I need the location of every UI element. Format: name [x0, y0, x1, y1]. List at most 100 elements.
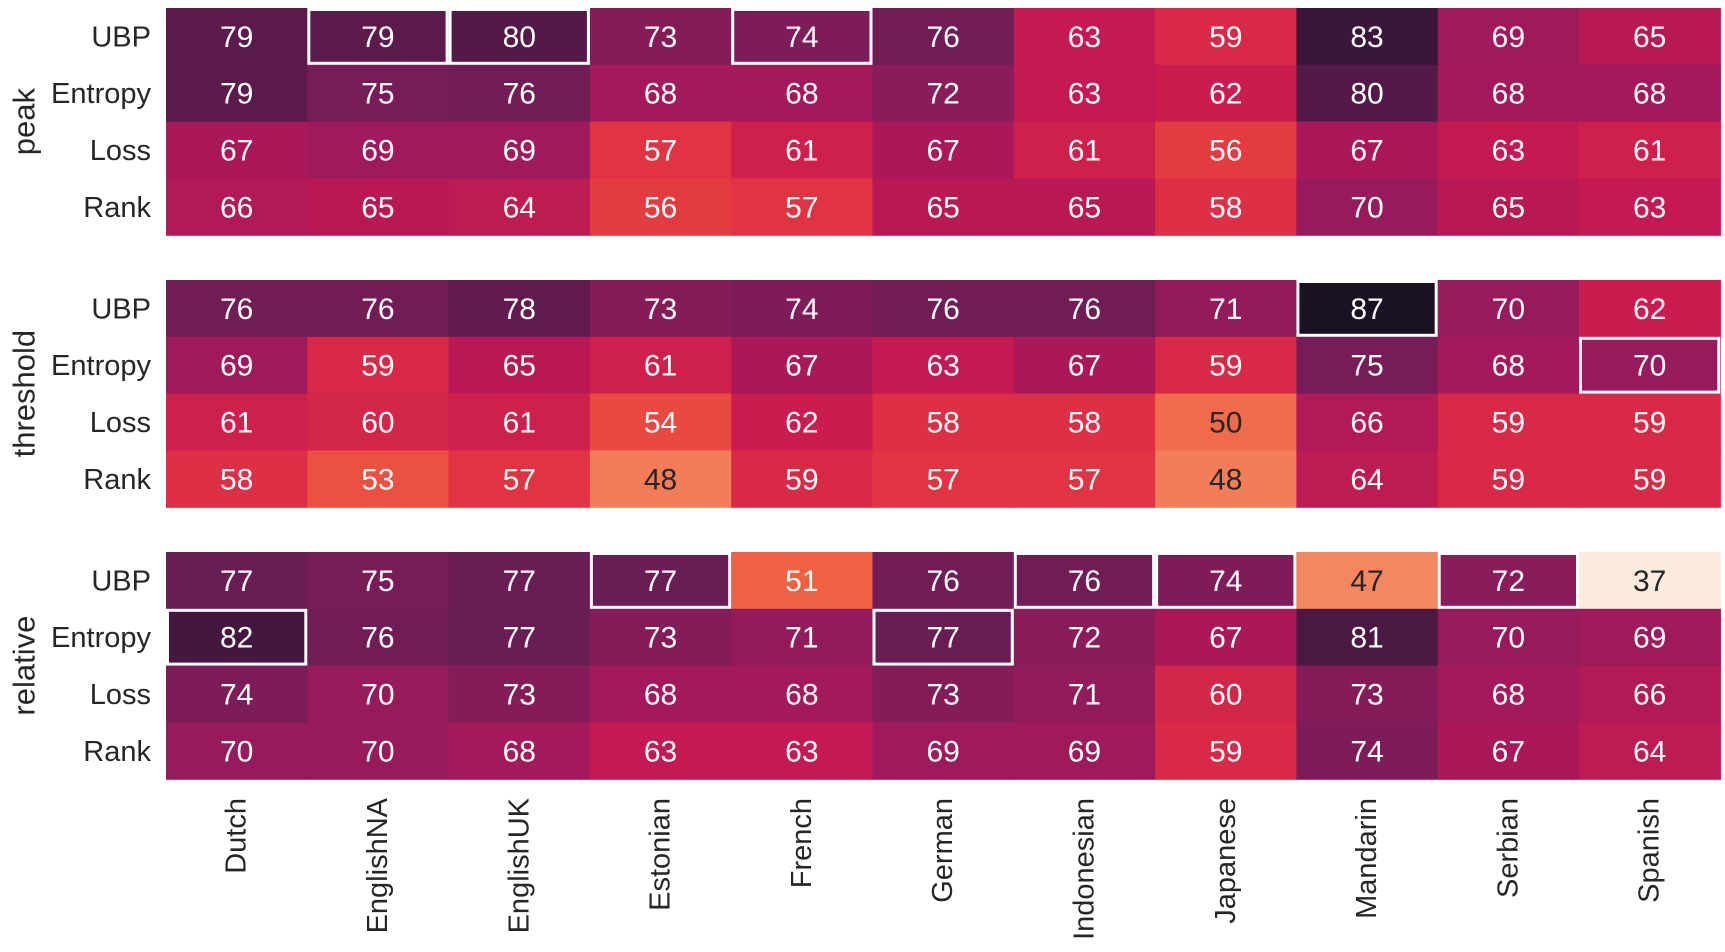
heatmap-cell-threshold-rank-dutch: [166, 450, 308, 508]
cell-value-label: 61: [1068, 135, 1101, 168]
cell-value-label: 65: [1492, 191, 1525, 224]
heatmap-cell-threshold-loss-englishna: [307, 393, 450, 451]
cell-value-label: 66: [1350, 407, 1383, 440]
cell-value-label: 67: [785, 350, 818, 383]
heatmap-cell-peak-ubp-french: [731, 8, 874, 66]
heatmap-cell-peak-loss-englishna: [307, 121, 450, 179]
cell-value-label: 61: [220, 407, 253, 440]
cell-value-label: 66: [1633, 679, 1666, 712]
highlight-box-relative-ubp-serbian: [1437, 552, 1579, 609]
column-label-englishna: EnglishNA: [362, 797, 394, 933]
heatmap-cell-relative-entropy-englishuk: [448, 608, 591, 667]
heatmap-cell-relative-ubp-japanese: [1155, 552, 1297, 610]
highlight-box-threshold-ubp-mandarin: [1296, 280, 1438, 337]
cell-value-label: 64: [1350, 463, 1383, 496]
heatmap-cell-peak-loss-serbian: [1437, 121, 1580, 179]
cell-value-label: 69: [1633, 622, 1666, 655]
cell-value-label: 74: [1209, 565, 1242, 598]
row-label-entropy: Entropy: [51, 622, 151, 654]
heatmap-cell-relative-loss-french: [731, 665, 874, 723]
heatmap-cell-relative-ubp-englishna: [307, 552, 450, 610]
heatmap-cell-relative-ubp-englishuk: [448, 552, 591, 610]
cell-value-label: 62: [1209, 78, 1242, 111]
cell-value-label: 71: [1209, 293, 1242, 326]
cell-value-label: 70: [361, 679, 394, 712]
cell-value-label: 56: [1209, 135, 1242, 168]
cell-value-label: 65: [926, 191, 959, 224]
heatmap-cell-peak-loss-spanish: [1579, 121, 1721, 179]
cell-value-label: 71: [785, 622, 818, 655]
highlight-box-threshold-entropy-spanish: [1579, 336, 1721, 394]
cell-value-label: 74: [220, 679, 253, 712]
cell-value-label: 63: [1492, 135, 1525, 168]
highlight-box-relative-ubp-indonesian: [1013, 552, 1156, 609]
heatmap-cell-relative-entropy-german: [872, 608, 1015, 667]
cell-value-label: 79: [220, 21, 253, 54]
cell-value-label: 68: [785, 679, 818, 712]
heatmap-cell-peak-rank-englishuk: [448, 178, 591, 236]
cell-value-label: 82: [220, 622, 253, 655]
cell-value-label: 77: [926, 622, 959, 655]
cell-value-label: 73: [644, 21, 677, 54]
heatmap-cell-relative-loss-serbian: [1437, 665, 1580, 723]
cell-value-label: 61: [1633, 135, 1666, 168]
row-label-rank: Rank: [83, 736, 151, 768]
heatmap-cell-threshold-rank-german: [872, 450, 1015, 508]
cell-value-label: 72: [1492, 565, 1525, 598]
heatmap-cell-peak-ubp-dutch: [166, 8, 308, 66]
heatmap-cell-threshold-loss-indonesian: [1013, 393, 1156, 451]
row-label-loss: Loss: [90, 679, 151, 711]
cell-value-label: 77: [220, 565, 253, 598]
heatmap-cell-peak-loss-german: [872, 121, 1015, 179]
cell-value-label: 57: [503, 463, 536, 496]
cell-value-label: 75: [1350, 350, 1383, 383]
cell-value-label: 70: [1350, 191, 1383, 224]
cell-value-label: 73: [926, 679, 959, 712]
heatmap-cell-threshold-rank-french: [731, 450, 874, 508]
highlight-box-relative-entropy-dutch: [166, 608, 308, 666]
cell-value-label: 53: [361, 463, 394, 496]
cell-value-label: 76: [926, 293, 959, 326]
cell-value-label: 68: [503, 735, 536, 768]
heatmap-cell-peak-ubp-german: [872, 8, 1015, 66]
cell-value-label: 63: [644, 735, 677, 768]
cell-value-label: 70: [220, 735, 253, 768]
highlight-box-relative-entropy-german: [872, 608, 1014, 666]
heatmap-cell-threshold-rank-englishuk: [448, 450, 591, 508]
cell-value-label: 76: [361, 293, 394, 326]
row-label-loss: Loss: [90, 407, 151, 439]
heatmap-cell-relative-rank-mandarin: [1296, 722, 1439, 780]
heatmap-cell-threshold-ubp-mandarin: [1296, 280, 1439, 338]
row-label-rank: Rank: [83, 464, 151, 496]
heatmap-cell-peak-rank-french: [731, 178, 874, 236]
heatmap-cell-peak-entropy-indonesian: [1013, 64, 1156, 123]
cell-value-label: 50: [1209, 407, 1242, 440]
row-label-loss: Loss: [90, 135, 151, 167]
heatmap-cell-relative-loss-englishuk: [448, 665, 591, 723]
column-label-french: French: [786, 798, 818, 888]
cell-value-label: 69: [1068, 735, 1101, 768]
heatmap-cell-relative-rank-french: [731, 722, 874, 780]
column-label-german: German: [927, 798, 959, 903]
heatmap-cell-relative-loss-englishna: [307, 665, 450, 723]
heatmap-cell-threshold-entropy-german: [872, 336, 1015, 395]
heatmap-cell-peak-ubp-mandarin: [1296, 8, 1439, 66]
cell-value-label: 63: [1068, 78, 1101, 111]
heatmap-cell-relative-rank-german: [872, 722, 1015, 780]
heatmap-cell-threshold-loss-german: [872, 393, 1015, 451]
heatmap-cell-threshold-loss-mandarin: [1296, 393, 1439, 451]
heatmap-cell-peak-loss-englishuk: [448, 121, 591, 179]
heatmap-cell-peak-ubp-japanese: [1155, 8, 1297, 66]
heatmap-cell-threshold-rank-mandarin: [1296, 450, 1439, 508]
heatmap-cell-threshold-rank-spanish: [1579, 450, 1721, 508]
highlight-box-relative-ubp-japanese: [1155, 552, 1297, 609]
cell-value-label: 79: [220, 78, 253, 111]
column-label-indonesian: Indonesian: [1068, 798, 1100, 940]
heatmap-cell-peak-entropy-englishuk: [448, 64, 591, 123]
group-label-relative: relative: [7, 616, 42, 716]
cell-value-label: 76: [1068, 565, 1101, 598]
heatmap-cell-threshold-ubp-spanish: [1579, 280, 1721, 338]
cell-value-label: 67: [926, 135, 959, 168]
cell-value-label: 57: [926, 463, 959, 496]
heatmap-cell-relative-entropy-serbian: [1437, 608, 1580, 667]
